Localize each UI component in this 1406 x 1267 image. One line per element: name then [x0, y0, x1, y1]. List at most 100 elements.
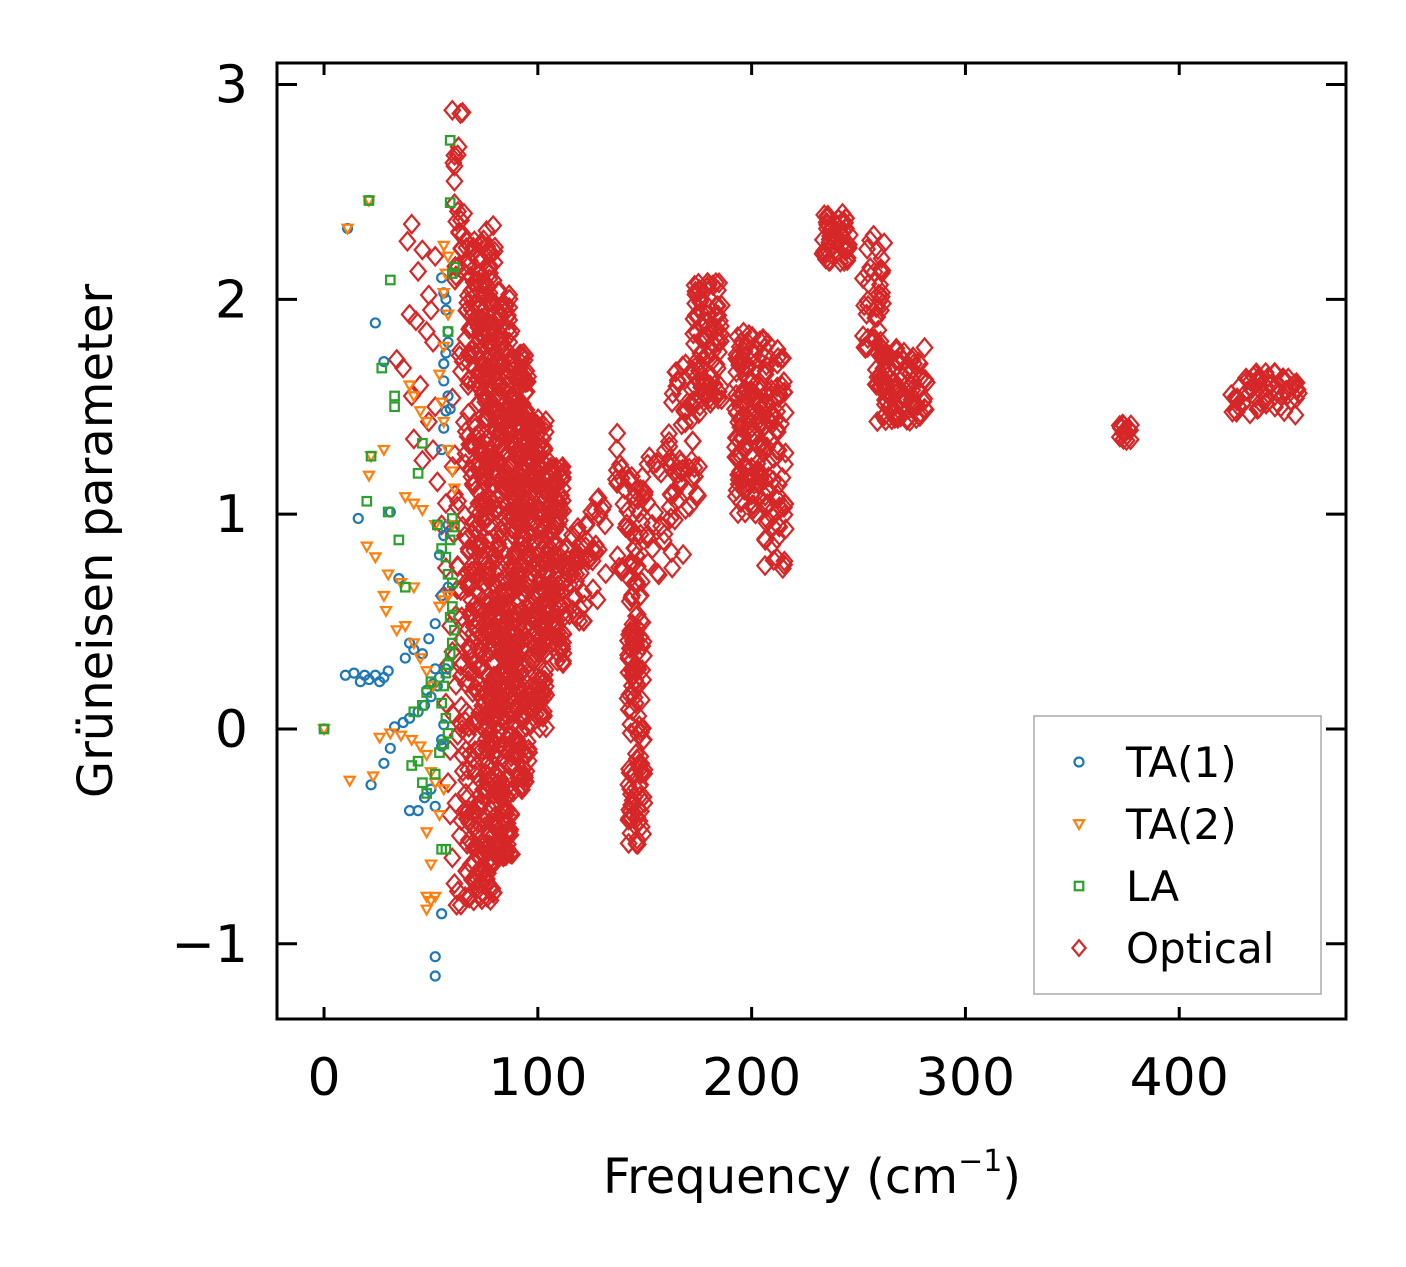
optical-point	[486, 420, 505, 443]
legend-label: LA	[1126, 862, 1179, 911]
optical-point	[755, 414, 774, 437]
optical-point	[596, 562, 615, 585]
optical-point	[506, 744, 525, 767]
optical-point	[436, 692, 456, 715]
optical-point	[577, 514, 596, 537]
optical-point	[619, 698, 638, 721]
optical-point	[525, 635, 544, 658]
optical-point	[733, 347, 752, 370]
data-point	[436, 595, 451, 608]
data-point	[365, 779, 377, 791]
data-point	[449, 521, 460, 533]
legend-marker	[1073, 756, 1085, 768]
data-point	[383, 728, 398, 741]
optical-point	[541, 519, 560, 541]
optical-point	[666, 361, 685, 383]
optical-point	[566, 586, 585, 609]
optical-point	[673, 543, 693, 566]
optical-point	[857, 335, 876, 358]
data-point	[413, 653, 428, 666]
optical-point	[526, 581, 545, 603]
legend-entry: LA	[1073, 862, 1179, 911]
optical-point	[767, 439, 786, 461]
optical-point	[670, 459, 689, 481]
optical-point	[872, 247, 891, 270]
optical-point	[735, 502, 755, 524]
data-point	[440, 843, 452, 855]
optical-point	[614, 493, 633, 515]
optical-point	[506, 545, 526, 567]
optical-point	[469, 794, 489, 816]
optical-point	[755, 554, 775, 577]
x-axis-label: Frequency (cm−1)	[603, 1144, 1021, 1205]
data-point	[421, 788, 433, 799]
optical-point	[755, 364, 774, 386]
optical-point	[1289, 382, 1308, 404]
optical-point	[494, 844, 514, 867]
optical-point	[754, 435, 773, 458]
data-point	[359, 541, 374, 554]
optical-point	[626, 605, 646, 627]
optical-point	[438, 771, 458, 794]
data-point	[406, 582, 421, 595]
legend-marker	[1072, 819, 1086, 832]
optical-point	[489, 712, 508, 734]
data-point	[376, 362, 388, 374]
optical-point	[629, 502, 649, 524]
x-tick-label: 300	[916, 1048, 1015, 1108]
optical-point	[685, 456, 704, 479]
optical-point	[443, 847, 462, 869]
optical-point	[672, 413, 691, 436]
optical-point	[706, 306, 726, 328]
optical-point	[530, 704, 549, 726]
data-point	[419, 416, 434, 429]
optical-point	[488, 280, 508, 303]
data-point	[408, 706, 420, 718]
optical-point	[648, 562, 667, 584]
optical-point	[505, 541, 525, 563]
optical-point	[1223, 401, 1242, 423]
optical-point	[582, 500, 601, 523]
optical-point	[866, 307, 885, 329]
optical-point	[462, 459, 481, 481]
optical-point	[626, 692, 645, 715]
data-point	[436, 908, 448, 920]
data-point	[436, 341, 451, 354]
optical-point	[628, 573, 647, 595]
optical-point	[755, 337, 774, 359]
data-point	[438, 358, 450, 370]
optical-point	[547, 456, 566, 479]
optical-point	[756, 360, 775, 382]
optical-point	[448, 200, 468, 223]
optical-point	[678, 479, 697, 502]
optical-point	[694, 327, 713, 350]
optical-point	[488, 398, 507, 421]
data-point	[318, 723, 330, 735]
optical-point	[488, 499, 507, 521]
legend-entry: TA(1)	[1073, 738, 1237, 787]
optical-point	[617, 513, 636, 535]
data-point	[432, 369, 447, 382]
optical-point	[541, 612, 560, 634]
optical-point	[659, 422, 679, 445]
optical-point	[521, 545, 540, 568]
optical-point	[768, 338, 787, 361]
optical-point	[462, 589, 481, 611]
optical-point	[490, 721, 509, 744]
optical-point	[1286, 387, 1306, 410]
optical-point	[521, 675, 540, 698]
optical-point	[631, 610, 650, 632]
data-point	[429, 800, 441, 812]
optical-point	[428, 471, 447, 493]
optical-point	[703, 341, 722, 363]
optical-point	[408, 260, 428, 283]
data-point	[429, 618, 441, 630]
data-point	[406, 498, 421, 511]
y-tick-label: 2	[215, 270, 248, 330]
optical-point	[754, 329, 773, 352]
legend-entry: TA(2)	[1072, 800, 1237, 849]
data-point	[432, 601, 447, 614]
optical-point	[708, 357, 727, 380]
optical-point	[675, 401, 694, 423]
optical-point	[705, 374, 724, 396]
